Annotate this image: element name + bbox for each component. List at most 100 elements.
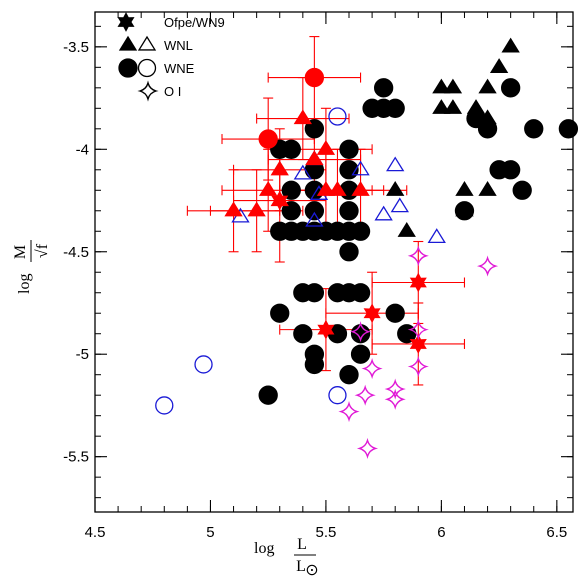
y-tick-label: -5 [76, 346, 89, 363]
data-point-astroid [338, 401, 360, 423]
data-point-circle [258, 129, 278, 149]
legend-symbol-circle-filled [118, 58, 138, 78]
data-point-star [363, 303, 381, 324]
data-point-circle-open [194, 355, 213, 374]
data-point-triangle [443, 78, 463, 94]
data-point-triangle [478, 78, 497, 94]
y-axis-label-denominator: √f [34, 243, 51, 258]
x-tick-label: 5 [206, 524, 214, 541]
data-point-triangle [443, 99, 463, 114]
data-points [155, 37, 578, 460]
data-point-astroid [407, 319, 429, 341]
data-point-triangle [466, 99, 486, 114]
x-tick-label: 6 [437, 524, 445, 541]
data-point-circle [339, 201, 359, 221]
legend-symbol-star-filled [117, 12, 135, 32]
axis-tick-labels: 4.5 5 5.5 6 6.5 -3.5 -4 -4.5 -5 -5.5 [63, 39, 567, 541]
y-axis-label-prefix: log [16, 274, 33, 294]
legend-symbol-astroid-open [137, 80, 159, 102]
legend-entry: Ofpe/WN9 [117, 12, 225, 32]
data-point-circle [281, 201, 301, 221]
data-point-triangle [455, 201, 474, 217]
legend: Ofpe/WN9 WNL WNE O I [117, 12, 225, 102]
data-point-triangle [316, 140, 336, 155]
data-point-astroid [407, 355, 429, 378]
x-axis-label-subscript: ⊙ [305, 562, 318, 577]
y-axis-label-numerator: M [12, 245, 29, 259]
data-point-circle [304, 201, 325, 221]
data-point-triangle [489, 58, 509, 73]
legend-label: WNE [164, 61, 195, 76]
data-point-astroid [356, 437, 379, 460]
data-point-circle [385, 303, 405, 323]
data-point-circle [385, 98, 405, 118]
data-point-circle [350, 221, 371, 241]
data-point-triangle-open [351, 160, 370, 176]
data-point-circle-open [155, 396, 174, 415]
data-point-circle-open [328, 386, 347, 405]
data-point-circle [512, 180, 532, 200]
data-point-circle [339, 365, 359, 385]
data-point-circle [304, 354, 325, 375]
y-tick-label: -4.5 [63, 244, 89, 261]
data-point-star [409, 334, 427, 354]
data-point-triangle [501, 37, 520, 53]
data-point-astroid [476, 255, 499, 277]
data-point-circle [524, 119, 544, 139]
data-point-circle [501, 78, 521, 98]
data-point-triangle [293, 109, 312, 125]
data-point-astroid [349, 321, 372, 343]
data-point-triangle-open [374, 205, 393, 221]
data-point-astroid [384, 378, 406, 400]
plot-frame [94, 11, 574, 513]
data-point-circle [373, 78, 394, 98]
legend-label: Ofpe/WN9 [164, 15, 225, 30]
data-point-triangle-open [390, 197, 409, 213]
data-point-circle [350, 344, 371, 364]
y-tick-label: -5.5 [63, 449, 89, 466]
data-point-star [409, 272, 427, 293]
legend-symbol-triangle-open [137, 35, 157, 51]
axis-ticks [94, 12, 573, 512]
data-point-triangle-open [427, 228, 446, 244]
data-point-astroid [354, 384, 376, 406]
data-point-triangle [270, 160, 289, 176]
data-point-circle [258, 385, 278, 405]
legend-entry: WNE [118, 58, 195, 78]
data-point-star [317, 319, 335, 340]
data-point-circle [304, 119, 325, 139]
data-point-triangle-open [305, 211, 324, 227]
y-axis-label: log M √f [12, 240, 51, 294]
x-axis-label-numerator: L [297, 536, 307, 553]
legend-symbol-triangle-filled [118, 35, 138, 51]
data-point-circle-open [328, 107, 347, 126]
data-point-circle [339, 139, 359, 159]
data-point-triangle [478, 109, 497, 125]
data-point-triangle [397, 222, 416, 237]
data-point-circle [281, 139, 301, 159]
data-point-circle [281, 180, 301, 200]
y-tick-label: -4 [76, 141, 89, 158]
data-point-triangle [328, 181, 347, 196]
data-point-circle [339, 242, 359, 262]
x-axis-label-denominator: L [296, 558, 306, 575]
data-point-circle [304, 67, 325, 88]
legend-label: WNL [164, 38, 193, 53]
data-point-triangle [432, 99, 451, 114]
data-point-triangle [478, 181, 497, 196]
data-point-triangle-open [293, 164, 312, 180]
data-point-astroid [407, 245, 429, 267]
x-axis-label-prefix: log [254, 540, 274, 557]
data-point-triangle [316, 181, 336, 196]
x-tick-label: 6.5 [546, 524, 567, 541]
data-point-triangle [432, 78, 451, 94]
data-point-triangle [386, 181, 405, 196]
legend-symbol-circle-open [137, 58, 157, 78]
data-point-triangle [351, 181, 370, 196]
data-point-circle [293, 324, 313, 344]
data-point-triangle [455, 181, 474, 196]
x-tick-label: 4.5 [85, 524, 106, 541]
data-point-star [271, 190, 289, 211]
